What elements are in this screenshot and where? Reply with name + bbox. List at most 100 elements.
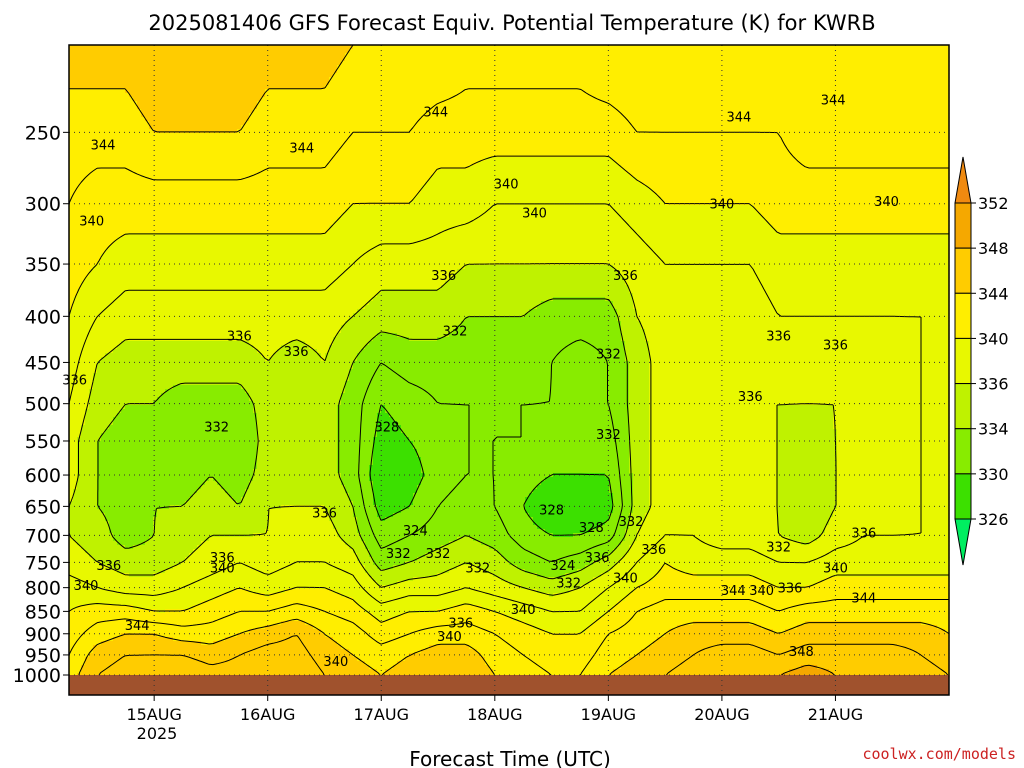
field-cell — [325, 85, 950, 90]
field-cell — [777, 405, 834, 410]
field-cell — [69, 125, 150, 130]
field-cell — [157, 633, 238, 638]
field-cell — [521, 585, 582, 590]
field-cell — [777, 457, 838, 462]
field-cell — [113, 349, 258, 354]
field-cell — [357, 601, 618, 606]
field-cell — [645, 333, 950, 338]
field-cell — [677, 625, 762, 630]
contour-label: 344 — [423, 105, 448, 120]
field-cell — [649, 421, 778, 426]
field-cell — [69, 629, 250, 634]
field-cell — [365, 545, 442, 550]
field-cell — [337, 445, 374, 450]
field-cell — [69, 633, 122, 638]
field-cell — [341, 213, 762, 218]
field-cell — [149, 125, 242, 130]
field-cell — [85, 413, 118, 418]
field-cell — [69, 89, 126, 94]
field-cell — [69, 249, 106, 254]
contour-label: 336 — [823, 339, 848, 354]
field-cell — [629, 409, 650, 414]
field-cell — [77, 441, 98, 446]
field-cell — [185, 501, 238, 506]
contour-label: 336 — [227, 329, 252, 344]
field-cell — [393, 417, 630, 422]
field-cell — [349, 493, 374, 498]
field-cell — [77, 457, 98, 462]
field-cell — [69, 605, 78, 610]
field-cell — [69, 309, 358, 314]
field-cell — [777, 489, 838, 494]
field-cell — [353, 597, 626, 602]
field-cell — [89, 653, 354, 658]
field-cell — [77, 453, 98, 458]
field-cell — [425, 181, 642, 186]
field-cell — [77, 437, 102, 442]
field-cell — [665, 633, 950, 638]
field-cell — [633, 301, 950, 306]
field-cell — [625, 341, 650, 346]
field-cell — [365, 569, 450, 574]
credit-text[interactable]: coolwx.com/models — [862, 745, 1016, 763]
field-cell — [633, 477, 650, 482]
field-cell — [641, 649, 950, 654]
field-cell — [97, 473, 254, 478]
field-cell — [69, 441, 78, 446]
field-cell — [353, 45, 950, 50]
field-cell — [69, 97, 134, 102]
field-cell — [417, 485, 538, 490]
field-cell — [617, 545, 630, 550]
field-cell — [629, 289, 950, 294]
field-cell — [653, 641, 950, 646]
field-cell — [97, 493, 194, 498]
field-cell — [613, 157, 950, 162]
field-cell — [69, 65, 338, 70]
field-cell — [453, 329, 622, 334]
field-cell — [257, 433, 338, 438]
field-cell — [69, 85, 326, 90]
field-cell — [385, 405, 630, 410]
field-cell — [525, 505, 614, 510]
field-cell — [625, 529, 638, 534]
field-cell — [69, 589, 234, 594]
y-tick-label: 650 — [25, 496, 61, 518]
field-cell — [69, 93, 130, 98]
field-cell — [101, 253, 950, 258]
field-cell — [765, 217, 950, 222]
field-cell — [601, 557, 622, 562]
field-cell — [609, 477, 634, 482]
field-cell — [633, 497, 650, 502]
y-tick-label: 450 — [25, 352, 61, 374]
field-cell — [533, 625, 590, 630]
field-cell — [421, 481, 542, 486]
contour-label: 340 — [323, 655, 348, 670]
field-cell — [337, 449, 374, 454]
field-cell — [77, 289, 382, 294]
field-cell — [105, 353, 262, 358]
field-cell — [537, 573, 566, 578]
chart-title: 2025081406 GFS Forecast Equiv. Potential… — [148, 11, 875, 35]
field-cell — [481, 605, 614, 610]
field-cell — [629, 433, 650, 438]
field-cell — [457, 325, 622, 330]
field-cell — [369, 477, 422, 482]
field-cell — [69, 505, 98, 510]
field-cell — [69, 493, 74, 498]
field-cell — [85, 549, 194, 554]
field-cell — [625, 349, 650, 354]
field-cell — [69, 161, 478, 166]
field-cell — [133, 545, 198, 550]
field-cell — [605, 521, 630, 526]
field-cell — [101, 433, 258, 438]
field-cell — [629, 521, 642, 526]
field-cell — [649, 501, 778, 506]
field-cell — [577, 569, 610, 574]
field-cell — [249, 113, 950, 118]
field-cell — [241, 501, 354, 506]
x-tick-label: 19AUG — [581, 705, 636, 724]
field-cell — [777, 477, 838, 482]
contour-label: 340 — [494, 178, 519, 193]
field-cell — [69, 253, 102, 258]
field-cell — [253, 477, 342, 482]
